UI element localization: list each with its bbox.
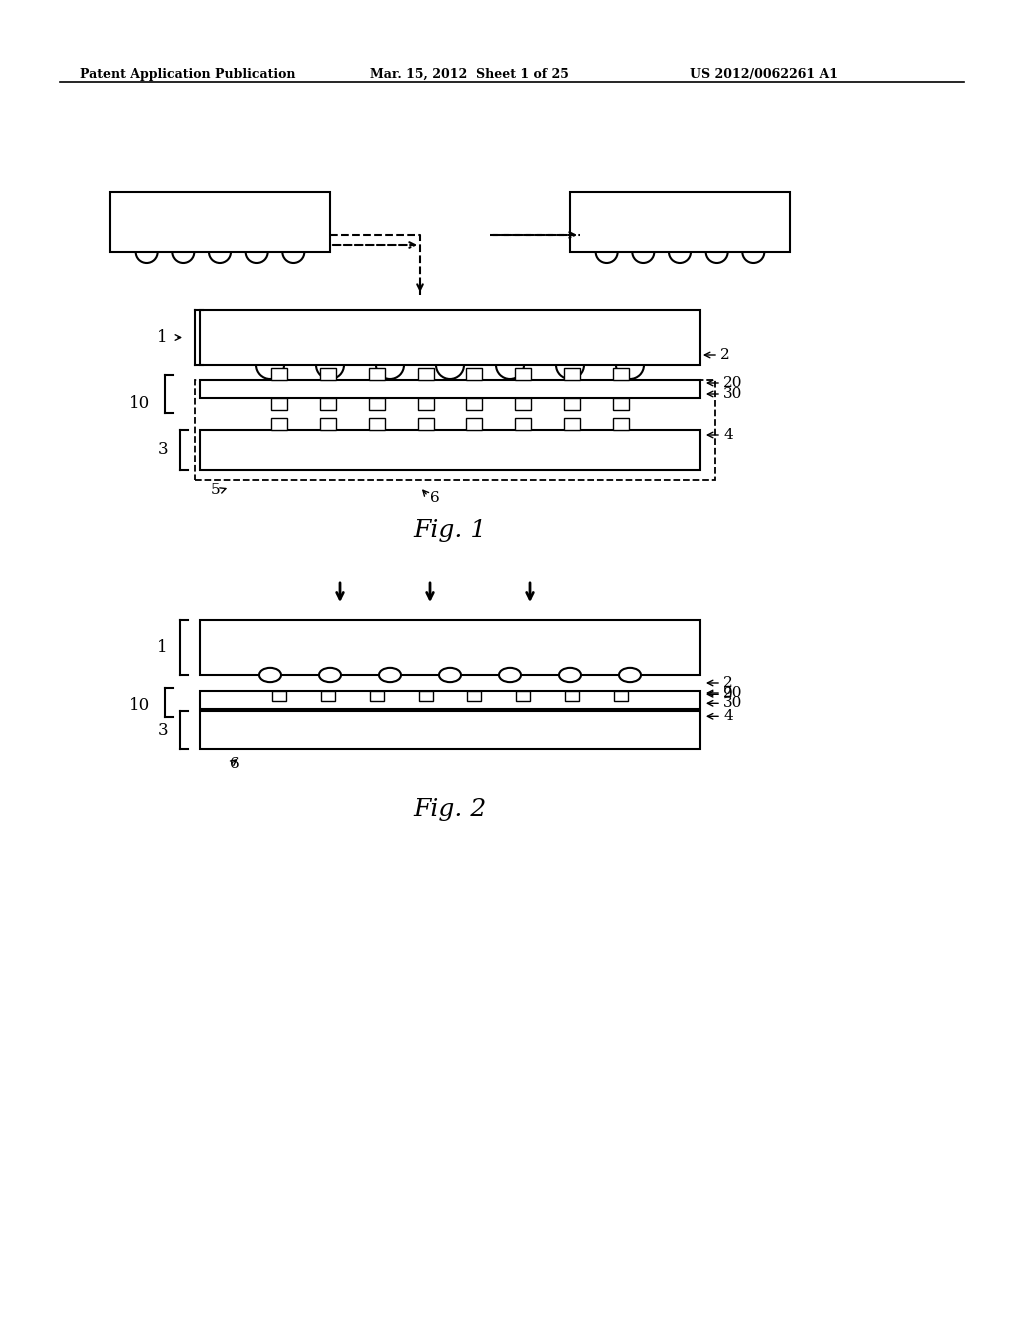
Ellipse shape [379, 668, 401, 682]
Text: 4: 4 [723, 709, 733, 723]
Bar [564, 399, 581, 411]
Bar [515, 399, 531, 411]
Ellipse shape [319, 668, 341, 682]
Bar [613, 399, 629, 411]
Text: 6: 6 [230, 758, 240, 771]
Bar [370, 692, 384, 701]
Bar [195, 380, 715, 480]
Bar [613, 368, 629, 380]
Bar [369, 399, 385, 411]
Bar [467, 418, 482, 430]
Text: 6: 6 [430, 491, 439, 506]
Text: 30: 30 [723, 697, 742, 710]
Text: 1: 1 [158, 639, 168, 656]
Bar [272, 692, 286, 701]
Ellipse shape [499, 668, 521, 682]
Bar [271, 368, 287, 380]
Text: 30: 30 [723, 387, 742, 401]
Ellipse shape [559, 668, 581, 682]
Bar [271, 399, 287, 411]
Bar [110, 191, 330, 252]
Text: Fig. 1: Fig. 1 [414, 519, 486, 541]
Bar [467, 692, 481, 701]
Text: Fig. 2: Fig. 2 [414, 797, 486, 821]
Ellipse shape [618, 668, 641, 682]
Bar [467, 368, 482, 380]
Text: 2: 2 [720, 348, 730, 362]
Text: 10: 10 [129, 697, 150, 714]
Bar [418, 418, 433, 430]
Bar [419, 692, 432, 701]
Text: 1: 1 [158, 329, 168, 346]
Bar [515, 368, 531, 380]
Bar [321, 692, 335, 701]
Bar [564, 368, 581, 380]
Bar [515, 418, 531, 430]
Text: 20: 20 [723, 376, 742, 389]
Bar [418, 399, 433, 411]
Text: US 2012/0062261 A1: US 2012/0062261 A1 [690, 69, 838, 81]
Text: 2: 2 [723, 676, 733, 690]
Text: 9: 9 [723, 688, 733, 701]
Bar [565, 692, 580, 701]
Text: 20: 20 [723, 686, 742, 700]
Ellipse shape [439, 668, 461, 682]
Bar [200, 380, 700, 399]
Bar [319, 368, 336, 380]
Text: Patent Application Publication: Patent Application Publication [80, 69, 296, 81]
Bar [200, 310, 700, 366]
Bar [369, 368, 385, 380]
Bar [369, 418, 385, 430]
Text: 5: 5 [210, 483, 220, 498]
Bar [516, 692, 530, 701]
Text: 10: 10 [129, 396, 150, 412]
Text: 4: 4 [723, 428, 733, 442]
Ellipse shape [259, 668, 281, 682]
Bar [564, 418, 581, 430]
Bar [614, 692, 628, 701]
Bar [200, 620, 700, 675]
Text: 3: 3 [158, 722, 168, 739]
Bar [613, 418, 629, 430]
Text: Mar. 15, 2012  Sheet 1 of 25: Mar. 15, 2012 Sheet 1 of 25 [370, 69, 569, 81]
Bar [200, 430, 700, 470]
Bar [570, 191, 790, 252]
Text: 3: 3 [158, 441, 168, 458]
Bar [200, 711, 700, 750]
Bar [319, 399, 336, 411]
Bar [319, 418, 336, 430]
Bar [418, 368, 433, 380]
Bar [467, 399, 482, 411]
Bar [271, 418, 287, 430]
Bar [200, 692, 700, 709]
